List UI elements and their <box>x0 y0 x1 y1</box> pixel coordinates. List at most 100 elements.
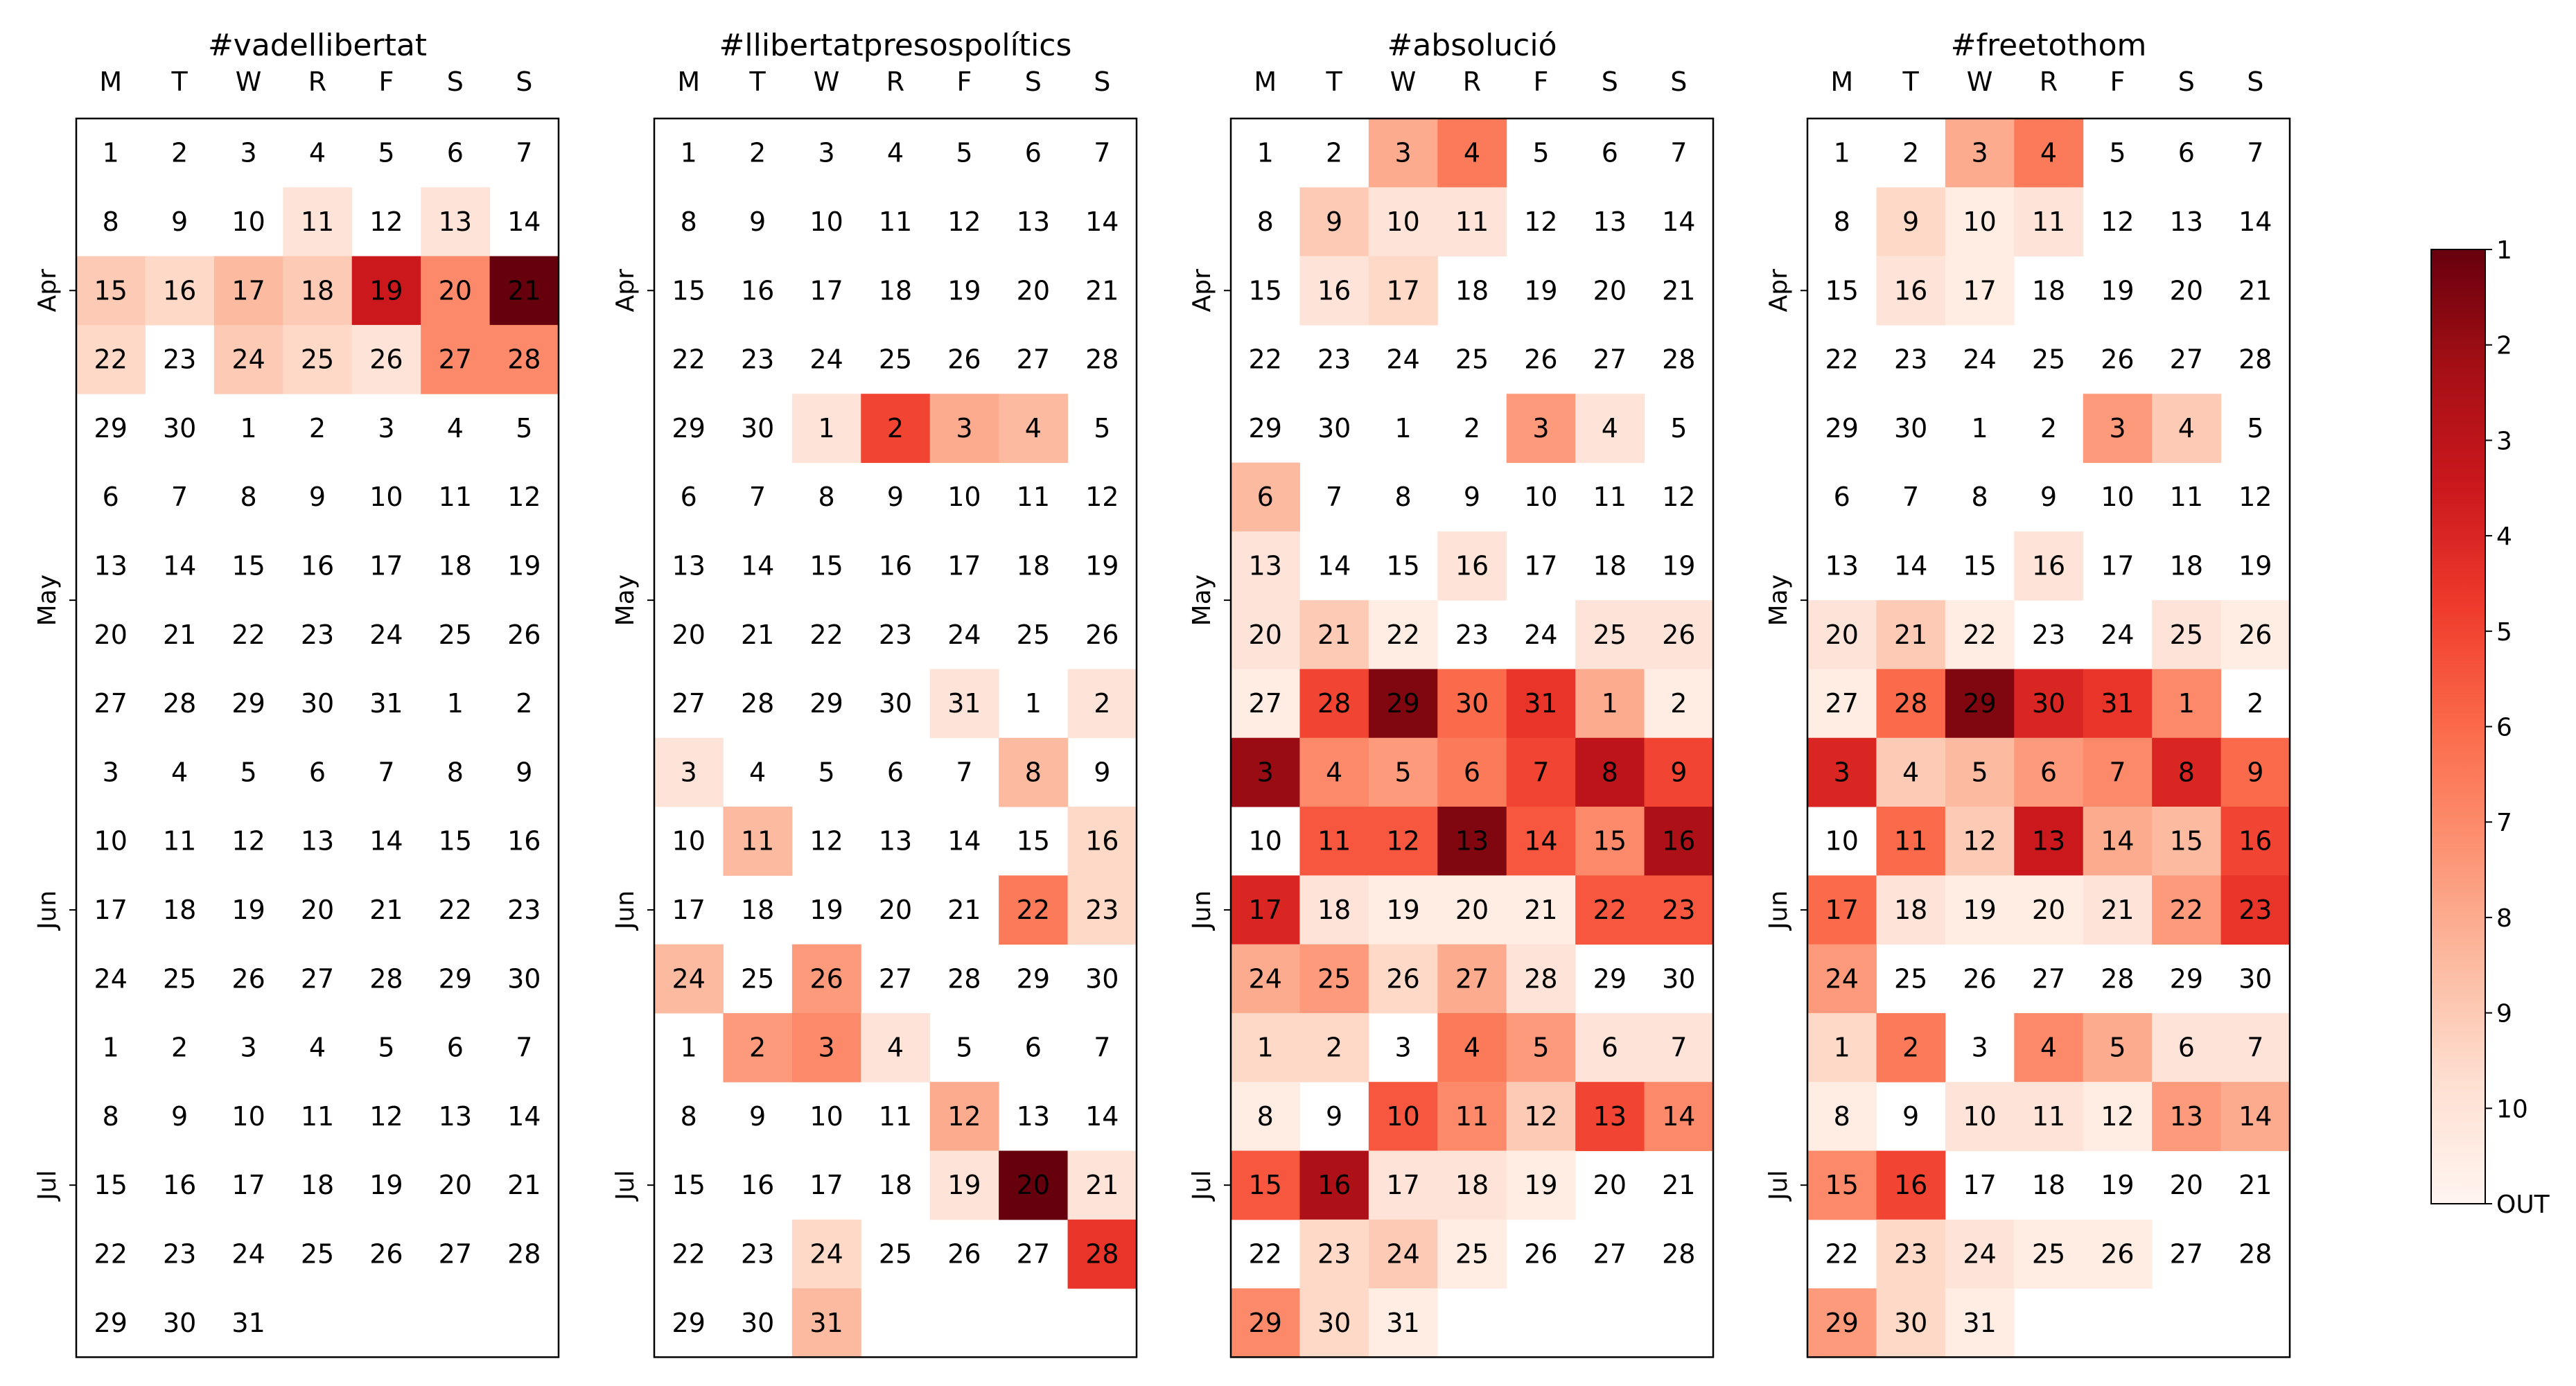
day-number: 4 <box>1902 757 1919 787</box>
day-number: 24 <box>1249 963 1282 994</box>
day-number: 16 <box>1894 275 1927 306</box>
day-number: 7 <box>516 1033 532 1063</box>
day-number: 3 <box>1834 757 1850 787</box>
day-number: 5 <box>2109 1033 2126 1063</box>
day-number: 27 <box>1017 344 1050 375</box>
day-number: 7 <box>749 482 766 512</box>
day-number: 8 <box>1394 482 1411 512</box>
weekday-label: T <box>171 67 189 97</box>
heatmap-cell <box>2083 737 2153 807</box>
day-number: 7 <box>1670 138 1687 168</box>
day-number: 20 <box>94 620 128 650</box>
day-number: 10 <box>1825 826 1859 857</box>
day-number: 18 <box>301 275 334 306</box>
heatmap-cell <box>2014 119 2084 188</box>
day-number: 20 <box>1017 1170 1050 1200</box>
heatmap-cell <box>1067 807 1137 876</box>
day-number: 29 <box>1249 1308 1282 1338</box>
day-number: 22 <box>1825 344 1859 375</box>
day-number: 15 <box>1593 826 1627 857</box>
day-number: 2 <box>1902 1033 1919 1063</box>
heatmap-cell <box>2014 669 2084 739</box>
day-number: 24 <box>369 620 403 650</box>
heatmap-cell <box>1876 600 1946 669</box>
heatmap-cell <box>1575 394 1645 463</box>
day-number: 29 <box>1386 688 1419 719</box>
day-number: 30 <box>741 413 774 444</box>
day-number: 16 <box>163 1170 196 1200</box>
day-number: 4 <box>2040 1033 2057 1063</box>
day-number: 10 <box>1524 482 1557 512</box>
day-number: 29 <box>809 688 843 719</box>
panel-title: #absolució <box>1387 28 1557 63</box>
day-number: 31 <box>809 1308 843 1338</box>
day-number: 27 <box>879 963 912 994</box>
day-number: 6 <box>1602 1033 1618 1063</box>
day-number: 28 <box>741 688 774 719</box>
day-number: 14 <box>947 826 981 857</box>
heatmap-cell <box>1437 531 1507 601</box>
day-number: 30 <box>163 413 196 444</box>
heatmap-cell <box>791 944 861 1014</box>
day-number: 31 <box>1386 1308 1419 1338</box>
day-number: 31 <box>231 1308 265 1338</box>
day-number: 2 <box>1326 138 1342 168</box>
day-number: 20 <box>301 895 334 925</box>
day-number: 15 <box>672 1170 706 1200</box>
day-number: 1 <box>681 1033 697 1063</box>
month-label: Jun <box>33 891 62 931</box>
day-number: 15 <box>1017 826 1050 857</box>
day-number: 4 <box>887 1033 904 1063</box>
day-number: 16 <box>741 275 774 306</box>
day-number: 20 <box>2170 275 2203 306</box>
day-number: 13 <box>1017 1101 1050 1132</box>
day-number: 6 <box>887 757 904 787</box>
panel-title: #freetothom <box>1951 28 2147 63</box>
day-number: 4 <box>1025 413 1042 444</box>
weekday-label: S <box>1602 67 1618 97</box>
weekday-label: M <box>677 67 700 97</box>
heatmap-cell <box>1368 187 1438 257</box>
day-number: 21 <box>2238 1170 2272 1200</box>
heatmap-cell <box>2014 187 2084 257</box>
day-number: 23 <box>301 620 334 650</box>
day-number: 17 <box>947 550 981 581</box>
day-number: 20 <box>439 275 472 306</box>
heatmap-cell <box>1299 256 1369 326</box>
day-number: 21 <box>1317 620 1351 650</box>
weekday-label: W <box>236 67 262 97</box>
heatmap-cell <box>351 324 421 394</box>
heatmap-cell <box>791 1012 861 1082</box>
day-number: 7 <box>378 757 394 787</box>
day-number: 11 <box>301 1101 334 1132</box>
heatmap-cell <box>999 737 1069 807</box>
heatmap-cell <box>2152 807 2222 876</box>
day-number: 5 <box>1094 413 1110 444</box>
heatmap-cell <box>1067 1150 1137 1220</box>
day-number: 8 <box>681 1101 697 1132</box>
day-number: 23 <box>741 344 774 375</box>
day-number: 26 <box>507 620 541 650</box>
heatmap-cell <box>1807 737 1877 807</box>
day-number: 9 <box>1902 1101 1919 1132</box>
heatmap-cell <box>1437 1012 1507 1082</box>
day-number: 19 <box>947 275 981 306</box>
heatmap-cell <box>2152 737 2222 807</box>
day-number: 10 <box>1386 207 1419 237</box>
colorbar-tick-label: 8 <box>2496 904 2512 933</box>
day-number: 17 <box>1386 1170 1419 1200</box>
day-number: 14 <box>1662 207 1695 237</box>
day-number: 18 <box>2032 275 2065 306</box>
day-number: 22 <box>1249 1238 1282 1269</box>
heatmap-cell <box>145 256 215 326</box>
day-number: 14 <box>2238 207 2272 237</box>
heatmap-cell <box>1945 1288 2015 1358</box>
day-number: 25 <box>1017 620 1050 650</box>
day-number: 2 <box>887 413 904 444</box>
heatmap-cell <box>1231 875 1300 945</box>
day-number: 19 <box>947 1170 981 1200</box>
day-number: 10 <box>231 1101 265 1132</box>
day-number: 26 <box>1524 344 1557 375</box>
day-number: 19 <box>2238 550 2272 581</box>
